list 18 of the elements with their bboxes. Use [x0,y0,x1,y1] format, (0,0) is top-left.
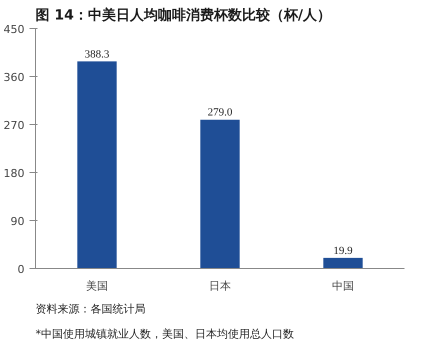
text: 资料来源：各国统计局 [36,302,146,316]
y-tick-label: 360 [4,71,25,84]
data-label: 279.0 [208,106,233,119]
x-tick-label: 日本 [209,280,231,292]
x-tick-label: 美国 [86,280,108,292]
y-tick-label: 270 [4,119,25,132]
bar [77,61,117,268]
bar [200,120,240,268]
y-tick-label: 0 [18,263,24,276]
data-label: 388.3 [84,48,110,60]
chart-title: 图 14：中美日人均咖啡消费杯数比较（杯/人） [36,6,331,24]
x-tick-label: 中国 [332,280,354,292]
bar [323,258,363,268]
data-label: 19.9 [333,244,354,257]
y-tick-label: 180 [4,167,25,180]
y-tick-label: 90 [10,215,25,228]
text: *中国使用城镇就业人数，美国、日本均使用总人口数 [36,328,294,340]
y-tick-label: 450 [4,23,25,36]
